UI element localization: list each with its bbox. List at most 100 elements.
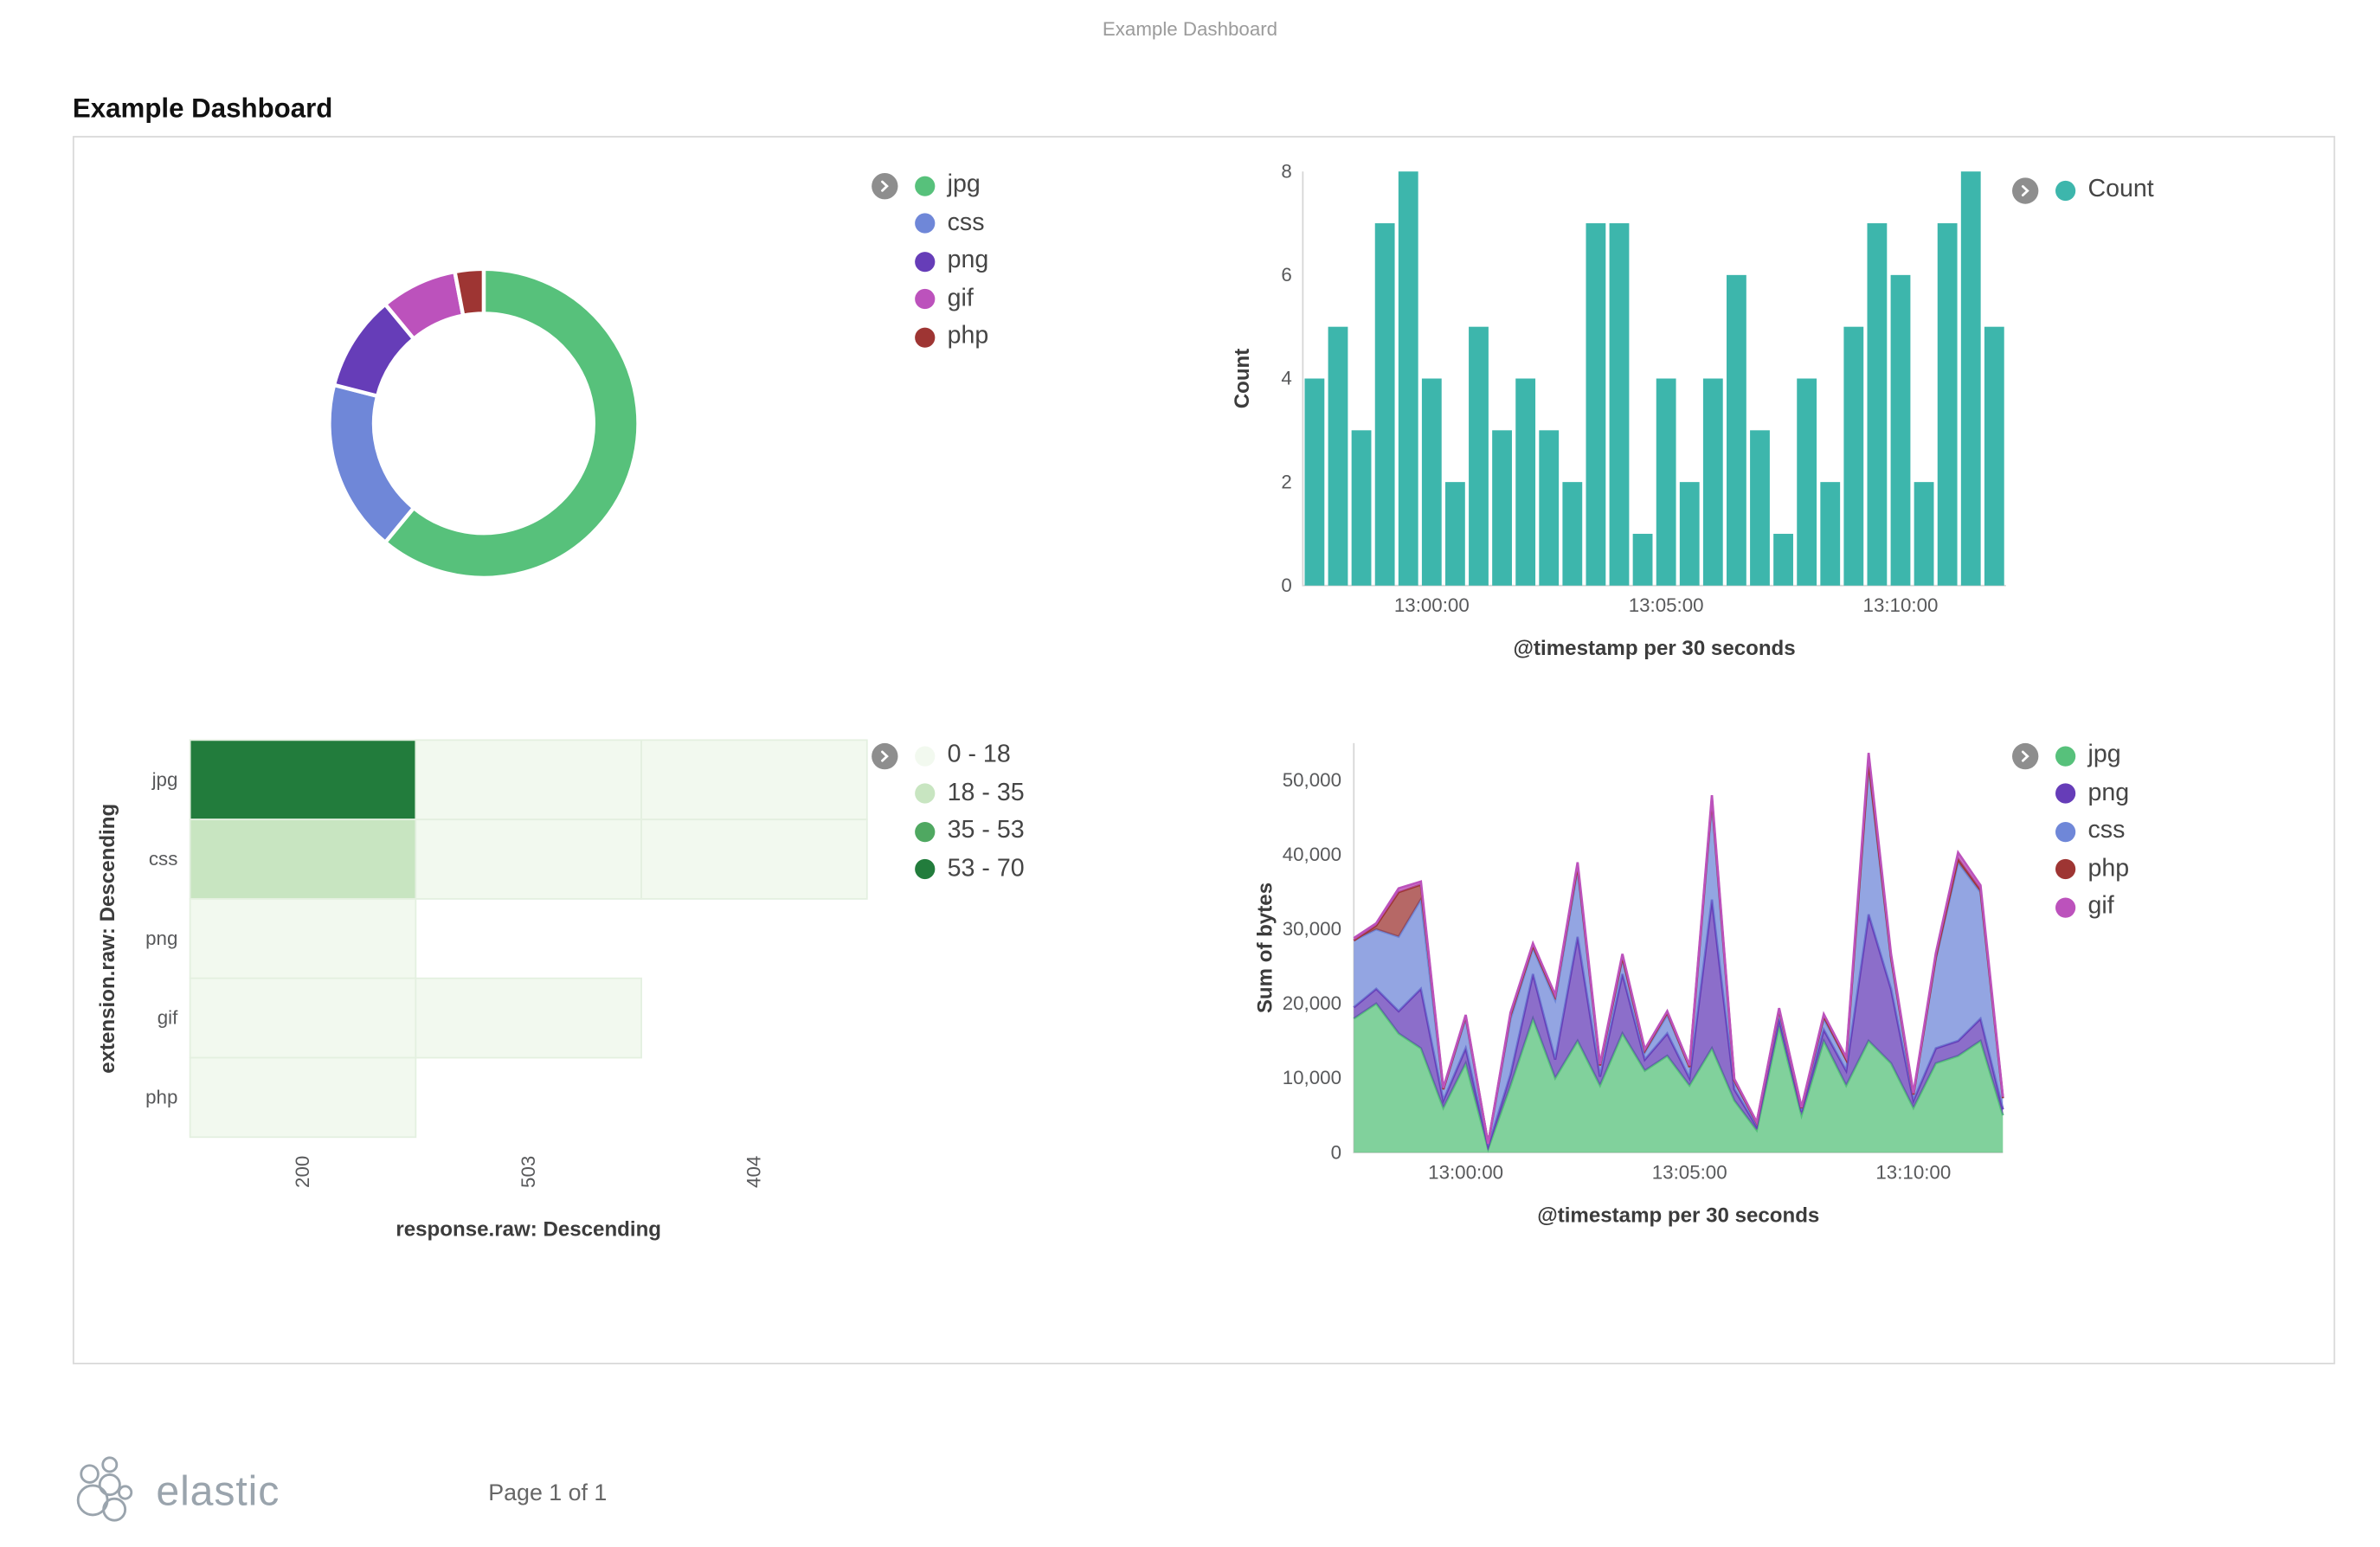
axis-tick: css xyxy=(149,848,177,870)
legend-item-18-35[interactable]: 18 - 35 xyxy=(915,775,1025,813)
bar[interactable] xyxy=(1867,223,1888,586)
legend-item-php[interactable]: php xyxy=(2055,851,2129,889)
elastic-brand-text: elastic xyxy=(156,1467,280,1514)
bar[interactable] xyxy=(1444,482,1465,586)
bar[interactable] xyxy=(1328,326,1348,586)
bar[interactable] xyxy=(1539,430,1560,586)
legend-toggle-icon[interactable] xyxy=(872,172,898,200)
legend-item-jpg[interactable]: jpg xyxy=(2055,737,2129,775)
bar[interactable] xyxy=(1937,223,1958,586)
bar[interactable] xyxy=(1609,223,1630,586)
axis-tick: 13:05:00 xyxy=(1652,1161,1727,1183)
heat-cell-gif-503[interactable] xyxy=(415,977,642,1059)
pie-legend-items: jpg css png gif php xyxy=(915,167,988,356)
legend-item-php[interactable]: php xyxy=(915,318,988,356)
area-series-line-png xyxy=(1353,899,2004,1152)
heat-cell-css-404[interactable] xyxy=(640,818,868,900)
bar[interactable] xyxy=(1843,326,1864,586)
legend-item-css[interactable]: css xyxy=(915,205,988,243)
bar[interactable] xyxy=(1421,378,1442,586)
area-series-jpg[interactable] xyxy=(1354,1003,2004,1153)
legend-item-gif[interactable]: gif xyxy=(2055,889,2129,927)
legend-label: css xyxy=(947,209,985,236)
heat-cell-php-200[interactable] xyxy=(189,1056,417,1139)
axis-tick: 10,000 xyxy=(1283,1067,1341,1088)
bar[interactable] xyxy=(1984,326,2004,586)
bar[interactable] xyxy=(1702,378,1723,586)
legend-item-png[interactable]: png xyxy=(915,242,988,280)
legend-swatch xyxy=(915,213,936,234)
legend-label: php xyxy=(947,323,989,350)
area-series-png[interactable] xyxy=(1354,899,2004,1149)
legend-item-53-70[interactable]: 53 - 70 xyxy=(915,851,1025,889)
legend-swatch xyxy=(2055,180,2076,201)
legend-label: php xyxy=(2087,855,2130,883)
area-legend: jpg png css php gif xyxy=(2011,737,2129,927)
heat-cell-gif-200[interactable] xyxy=(189,977,417,1059)
bar[interactable] xyxy=(1351,430,1372,586)
pie-slice-php[interactable] xyxy=(452,266,486,318)
heat-cell-png-200[interactable] xyxy=(189,898,417,979)
axis-tick: jpg xyxy=(151,768,178,790)
legend-swatch xyxy=(915,746,936,767)
legend-item-css[interactable]: css xyxy=(2055,812,2129,851)
bar[interactable] xyxy=(1797,378,1817,586)
bar[interactable] xyxy=(1679,482,1700,586)
area-legend-items: jpg png css php gif xyxy=(2055,737,2129,927)
heatmap-legend: 0 - 18 18 - 35 35 - 53 53 - 70 xyxy=(872,737,1025,889)
legend-swatch xyxy=(2055,897,2076,918)
legend-item-png[interactable]: png xyxy=(2055,775,2129,813)
bar[interactable] xyxy=(1750,430,1770,586)
axis-label: extension.raw: Descending xyxy=(96,804,119,1074)
bar[interactable] xyxy=(1398,171,1418,586)
pie-slice-jpg[interactable] xyxy=(382,266,640,581)
legend-item-gif[interactable]: gif xyxy=(915,280,988,318)
axis-tick: 0 xyxy=(1331,1141,1341,1163)
legend-item-35-53[interactable]: 35 - 53 xyxy=(915,812,1025,851)
legend-toggle-icon[interactable] xyxy=(2011,177,2039,204)
bar[interactable] xyxy=(1773,533,1793,586)
legend-toggle-icon[interactable] xyxy=(872,742,898,770)
heat-cell-jpg-503[interactable] xyxy=(415,739,642,821)
heat-cell-jpg-404[interactable] xyxy=(640,739,868,821)
bar[interactable] xyxy=(1914,482,1934,586)
bar[interactable] xyxy=(1515,378,1536,586)
legend-toggle-icon[interactable] xyxy=(2011,742,2039,770)
axis-tick: 13:00:00 xyxy=(1428,1161,1503,1183)
bar[interactable] xyxy=(1726,274,1746,586)
heat-legend-items: 0 - 18 18 - 35 35 - 53 53 - 70 xyxy=(915,737,1025,889)
bar[interactable] xyxy=(1304,378,1325,586)
bar[interactable] xyxy=(1632,533,1653,586)
bar[interactable] xyxy=(1656,378,1676,586)
legend-item-jpg[interactable]: jpg xyxy=(915,167,988,205)
heat-cell-css-503[interactable] xyxy=(415,818,642,900)
area-chart: 0 10,000 20,000 30,000 40,000 50,000 13:00:00 1… xyxy=(1225,728,2091,1361)
bar[interactable] xyxy=(1586,223,1606,586)
bar[interactable] xyxy=(1820,482,1841,586)
heat-cell-jpg-200[interactable] xyxy=(189,739,417,821)
bar[interactable] xyxy=(1469,326,1489,586)
heat-cell-css-200[interactable] xyxy=(189,818,417,900)
axis-tick: 40,000 xyxy=(1283,844,1341,865)
bar[interactable] xyxy=(1562,482,1583,586)
legend-swatch xyxy=(2055,746,2076,767)
legend-item-count[interactable]: Count xyxy=(2055,171,2154,209)
axis-tick: 13:10:00 xyxy=(1863,594,1939,616)
bar[interactable] xyxy=(1374,223,1395,586)
legend-swatch xyxy=(915,783,936,805)
axis-label: response.raw: Descending xyxy=(396,1218,661,1242)
heatmap-chart: jpg css png gif php 200 503 404 response.raw: De… xyxy=(74,728,1001,1377)
legend-item-0-18[interactable]: 0 - 18 xyxy=(915,737,1024,775)
bar[interactable] xyxy=(1890,274,1911,586)
legend-swatch xyxy=(2055,783,2076,805)
bar[interactable] xyxy=(1492,430,1512,586)
bar-legend-items: Count xyxy=(2055,171,2154,209)
pie-legend: jpg css png gif php xyxy=(872,167,988,356)
footer-brand: elastic xyxy=(68,1449,280,1532)
axis-line xyxy=(1302,171,2006,587)
bar[interactable] xyxy=(1960,171,1981,586)
pie-slice-css[interactable] xyxy=(327,382,417,546)
legend-label: Count xyxy=(2087,177,2154,203)
axis-tick: 200 xyxy=(292,1156,313,1188)
legend-swatch xyxy=(2055,859,2076,880)
